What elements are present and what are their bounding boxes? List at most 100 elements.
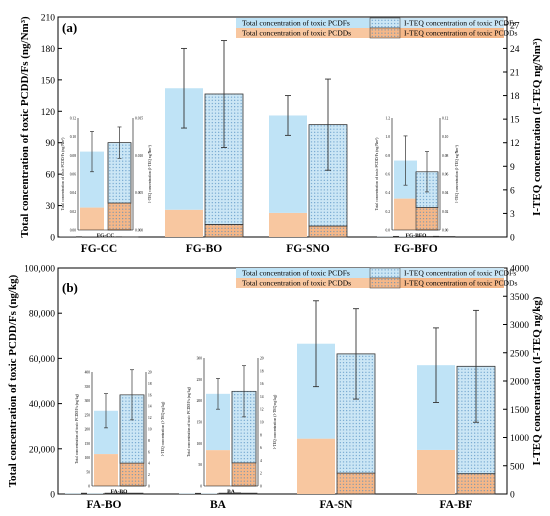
panel-label: (a) (62, 20, 77, 35)
category-label: FG-BO (186, 243, 222, 255)
inset-y2-tick-label: 16 (260, 382, 264, 386)
inset-y-axis-title: Total concentration of toxic PCDD/Fs (ng… (75, 393, 79, 464)
y2-tick-label: 3500 (510, 293, 529, 303)
y2-tick-label: 500 (510, 462, 525, 472)
y2-tick-label: 21 (510, 69, 520, 79)
y-tick-label: 90 (46, 139, 56, 149)
inset-y2-tick-label: 16 (148, 393, 152, 397)
inset-y-tick-label: 0.08 (70, 154, 76, 158)
inset-y2-tick-label: 2 (260, 472, 262, 476)
inset-bar-pcdd-teq (119, 462, 145, 487)
panel-b: 020,00040,00060,00080,000100,00005001000… (7, 265, 543, 512)
category-label: FG-BFO (394, 243, 437, 255)
inset-y-tick-label: 0.8 (386, 154, 391, 158)
inset-y2-tick-label: 6 (260, 446, 262, 450)
legend-label-pcdf_teq: I-TEQ concentration of toxic PCDFs (404, 269, 516, 278)
bar-pcdd-total (417, 449, 455, 494)
inset-y-tick-label: 0.06 (70, 173, 76, 177)
inset-y2-axis-title: I-TEQ concentration (I-TEQ ng/Nm³) (455, 144, 459, 202)
y-tick-label: 150 (41, 76, 56, 86)
y2-tick-label: 3000 (510, 321, 529, 331)
y2-tick-label: 24 (510, 45, 520, 55)
inset-y-tick-label: 0.02 (70, 210, 76, 214)
y2-tick-label: 2500 (510, 349, 529, 359)
y-tick-label: 100,000 (24, 265, 55, 275)
y-tick-label: 60 (46, 171, 56, 181)
inset-y2-tick-label: 0 (260, 485, 262, 489)
y-tick-label: 30 (46, 202, 56, 212)
inset-y2-tick-label: 4 (148, 462, 150, 466)
bar-pcdd-teq-pattern (456, 473, 496, 495)
legend-pattern-pcdf_teq (369, 267, 401, 279)
inset-y2-tick-label: 6 (148, 450, 150, 454)
inset-y-tick-label: 0 (200, 485, 202, 489)
inset-category-label: FG-CC (97, 233, 114, 239)
inset-bar-pcdd-teq (107, 202, 132, 231)
legend-swatch-pcdd_total (236, 278, 370, 288)
y2-tick-label: 18 (510, 92, 520, 102)
bar-pcdd-total (165, 209, 203, 237)
y-tick-label: 0 (50, 234, 55, 244)
legend-label-pcdf_teq: I-TEQ concentration of toxic PCDFs (404, 19, 516, 28)
y2-tick-label: 3 (510, 210, 515, 220)
y-axis-title: Total concentration of toxic PCDD/Fs (ng… (19, 16, 31, 238)
inset-y-tick-label: 50 (86, 470, 90, 474)
inset-y2-tick-label: 0 (148, 485, 150, 489)
bar-pcdd-total (297, 438, 335, 494)
inset-category-label: BA (227, 489, 235, 495)
inset-y-axis-title: Total concentration of toxic PCDD/Fs (ng… (61, 137, 65, 211)
inset-y2-tick-label: 0.00 (442, 229, 448, 233)
legend-label-pcdd_total: Total concentration of toxic PCDDs (242, 29, 351, 38)
legend-label-pcdd_teq: I-TEQ concentration of toxic PCDDs (404, 279, 518, 288)
inset-y2-tick-label: 20 (260, 357, 264, 361)
inset-y-tick-label: 1.0 (386, 135, 391, 139)
legend-label-pcdf_total: Total concentration of toxic PCDFs (242, 269, 350, 278)
legend: Total concentration of toxic PCDFs I-TEQ … (236, 17, 518, 39)
inset-y-axis-title: Total concentration of toxic PCDD/Fs (ng… (375, 137, 379, 211)
inset-y-tick-label: 0.10 (70, 135, 76, 139)
inset-bar-pcdd-teq (231, 462, 257, 487)
inset-y-tick-label: 250 (197, 378, 203, 382)
legend-swatch-pcdf_total (236, 268, 370, 278)
y-tick-label: 60,000 (29, 355, 55, 365)
inset-y-tick-label: 200 (197, 399, 203, 403)
inset-bar-pcdd-teq (415, 207, 439, 231)
inset-y2-tick-label: 18 (260, 369, 264, 373)
inset-y-tick-label: 0.12 (70, 117, 76, 121)
panel-a: 03060901201501802100369121518212427Total… (19, 14, 543, 256)
inset-y2-tick-label: 0.10 (442, 135, 448, 139)
y2-tick-label: 12 (510, 139, 520, 149)
inset-y2-axis-title: I-TEQ concentration (I-TEQ ng/Nm³) (148, 144, 152, 202)
y-tick-label: 210 (41, 14, 56, 24)
inset-y-tick-label: 350 (85, 385, 91, 389)
inset-y2-tick-label: 4 (260, 459, 262, 463)
inset-y2-tick-label: 0.12 (442, 117, 448, 121)
legend-pattern-pcdd_teq (369, 27, 401, 39)
category-label: FG-CC (81, 243, 117, 255)
inset-y-tick-label: 0.4 (386, 191, 391, 195)
y2-tick-label: 6 (510, 186, 515, 196)
inset-y2-axis-title: I-TEQ concentration (I-TEQ ng/kg) (273, 394, 277, 449)
inset-y2-tick-label: 2 (148, 473, 150, 477)
inset-y-tick-label: 100 (85, 456, 91, 460)
inset-fa-bo: 0 50 100 150 200 250 300 350 400 0 2 4 6 8 10 12 14 16 18 2… (75, 369, 165, 495)
inset-ba: 0 50 100 150 200 250 300 0 2 4 6 8 10 12 14 16 18 20 Total… (187, 357, 277, 496)
legend-swatch-pcdd_teq (370, 28, 504, 38)
bar-pcdd-teq-pattern (308, 225, 348, 238)
inset-bar-pcdd-total (206, 450, 230, 486)
inset-y-tick-label: 150 (197, 421, 203, 425)
inset-y-tick-label: 300 (197, 357, 203, 361)
inset-y2-axis-title: I-TEQ concentration (I-TEQ ng/kg) (161, 401, 165, 456)
y-axis-title: Total concentration of toxic PCDD/Fs (ng… (7, 274, 19, 487)
inset-bar-pcdd-total (80, 207, 104, 230)
inset-fg-bfo: 0.0 0.2 0.4 0.6 0.8 1.0 1.2 0.00 0.02 0.04 0.06 0.0… (375, 117, 459, 240)
y2-axis-title: I-TEQ concentration (I-TEQ ng/kg) (531, 296, 543, 465)
category-label: FG-SNO (286, 243, 330, 255)
panel-label: (b) (62, 280, 78, 295)
legend-swatch-pcdf_teq (370, 18, 504, 28)
legend-swatch-pcdd_teq (370, 278, 504, 288)
inset-y-tick-label: 0.00 (70, 229, 76, 233)
y2-tick-label: 15 (510, 116, 520, 126)
y-tick-label: 80,000 (29, 310, 55, 320)
y2-axis-title: I-TEQ concentration (I-TEQ ng/Nm³) (531, 38, 543, 216)
